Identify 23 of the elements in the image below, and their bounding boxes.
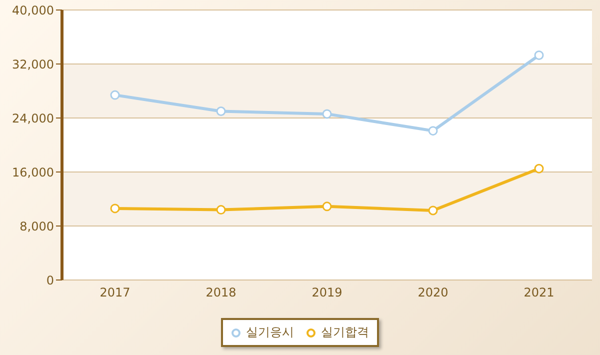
point (322, 202, 332, 212)
y-tick-label: 16,000 (12, 165, 54, 180)
x-tick-label: 2021 (524, 286, 554, 300)
x-tick-label: 2018 (206, 286, 236, 300)
legend-label: 실기응시 (245, 324, 294, 341)
point (534, 164, 544, 174)
x-tick-label: 2020 (418, 286, 448, 300)
point (110, 204, 120, 214)
point (110, 90, 120, 100)
y-tick-label: 0 (46, 273, 54, 288)
y-tick-label: 32,000 (12, 57, 54, 72)
x-tick-label: 2017 (100, 286, 130, 300)
y-tick-label: 40,000 (12, 3, 54, 18)
y-tick-label: 24,000 (12, 111, 54, 126)
x-tick-label: 2019 (312, 286, 342, 300)
point (322, 109, 332, 119)
point (428, 206, 438, 216)
point (534, 50, 544, 60)
point (216, 106, 226, 116)
point (428, 126, 438, 136)
y-tick-label: 8,000 (20, 219, 54, 234)
legend-label: 실기합격 (320, 324, 369, 341)
point (216, 205, 226, 215)
